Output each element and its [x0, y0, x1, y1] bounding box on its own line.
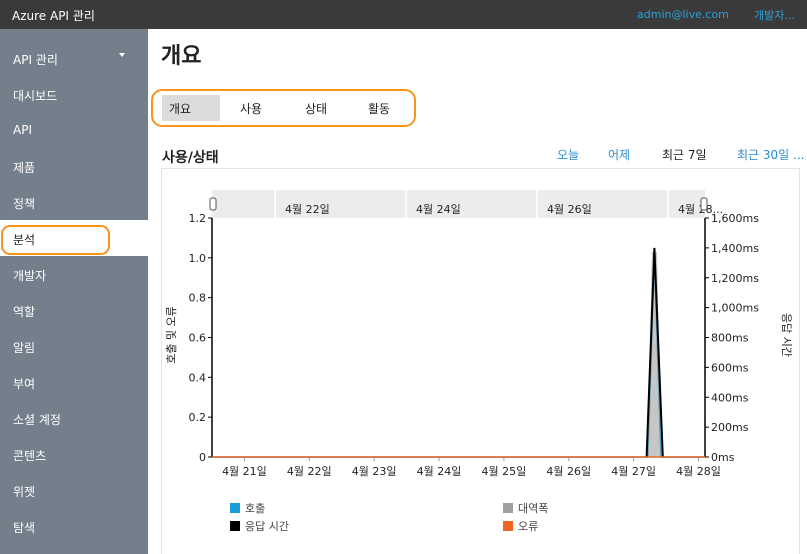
sidebar-item-dashboard[interactable]: 대시보드: [0, 76, 148, 112]
sidebar-item-widgets[interactable]: 위젯: [0, 472, 148, 508]
sidebar-item-policies[interactable]: 정책: [0, 184, 148, 220]
left-tick-label: 1.2: [189, 212, 207, 225]
sidebar-item-developers[interactable]: 개발자: [0, 256, 148, 292]
sidebar-item-label: 역할: [13, 303, 35, 320]
sidebar: API 관리 대시보드 API 제품 정책 분석 개발자 역할 알림 부여 소셜…: [0, 29, 148, 554]
x-tick-label: 4월 23일: [352, 464, 397, 478]
app-title: Azure API 관리: [12, 7, 95, 24]
legend-swatch: [503, 503, 513, 513]
left-tick-label: 0: [199, 451, 206, 464]
x-tick-label: 4월 24일: [417, 464, 462, 478]
sidebar-item-label: 콘텐츠: [13, 447, 46, 464]
right-tick-label: 600ms: [711, 361, 749, 374]
chevron-down-icon: [119, 53, 125, 57]
section-title: 사용/상태: [162, 147, 219, 167]
analytics-highlight-ring: [1, 225, 110, 255]
x-tick-label: 4월 21일: [222, 464, 267, 478]
left-tick-label: 0.8: [189, 292, 207, 305]
right-tick-label: 1,000ms: [711, 302, 759, 315]
right-tick-label: 800ms: [711, 332, 749, 345]
legend-label: 오류: [518, 518, 538, 534]
x-tick-label: 4월 25일: [482, 464, 527, 478]
right-tick-label: 0ms: [711, 451, 735, 464]
sidebar-item-grants[interactable]: 부여: [0, 364, 148, 400]
right-tick-label: 1,600ms: [711, 212, 759, 225]
developer-portal-link[interactable]: 개발자...: [754, 7, 795, 23]
usage-status-chart: 4월 22일 4월 24일 4월 26일 4월 28... 00.20.40.60.8…: [161, 185, 800, 485]
right-axis-title: 응답 시간: [780, 313, 793, 357]
right-tick-label: 400ms: [711, 391, 749, 404]
x-tick-label: 4월 27일: [611, 464, 656, 478]
left-tick-label: 0.6: [189, 332, 207, 345]
sidebar-item-api-management[interactable]: API 관리: [0, 40, 148, 76]
navigator-label: 4월 26일: [547, 202, 592, 216]
sidebar-item-label: 정책: [13, 195, 35, 212]
sidebar-item-label: 알림: [13, 339, 35, 356]
x-tick-label: 4월 22일: [287, 464, 332, 478]
left-axis-title: 호출 및 오류: [165, 306, 178, 364]
right-tick-label: 1,400ms: [711, 242, 759, 255]
sidebar-item-content[interactable]: 콘텐츠: [0, 436, 148, 472]
page-title: 개요: [161, 38, 201, 70]
sidebar-item-social-accounts[interactable]: 소셜 계정: [0, 400, 148, 436]
sidebar-item-label: 대시보드: [13, 87, 57, 104]
sidebar-item-roles[interactable]: 역할: [0, 292, 148, 328]
legend-label: 대역폭: [518, 500, 548, 516]
left-tick-label: 0.4: [189, 371, 207, 384]
sidebar-item-label: 제품: [13, 159, 35, 176]
x-tick-label: 4월 26일: [546, 464, 591, 478]
sidebar-item-notifications[interactable]: 알림: [0, 328, 148, 364]
left-tick-label: 1.0: [189, 252, 207, 265]
user-email-link[interactable]: admin@live.com: [637, 8, 729, 21]
sidebar-item-label: 소셜 계정: [13, 411, 61, 428]
sidebar-item-api[interactable]: API: [0, 112, 148, 148]
sidebar-item-label: 위젯: [13, 483, 35, 500]
legend-label: 호출: [245, 500, 265, 516]
navigator-right-handle[interactable]: [701, 198, 707, 210]
x-tick-label: 4월 28일: [676, 464, 721, 478]
legend-label: 응답 시간: [245, 518, 289, 534]
sidebar-item-label: API 관리: [13, 51, 58, 68]
sidebar-item-label: 개발자: [13, 267, 46, 284]
sidebar-item-label: 부여: [13, 375, 35, 392]
range-today-link[interactable]: 오늘: [557, 146, 579, 163]
legend-swatch: [230, 521, 240, 531]
sidebar-item-products[interactable]: 제품: [0, 148, 148, 184]
legend-swatch: [503, 521, 513, 531]
sidebar-item-label: 탐색: [13, 519, 35, 536]
navigator-left-handle[interactable]: [210, 198, 216, 210]
sidebar-item-label: API: [13, 123, 32, 137]
series-1a9ed9-line: [212, 258, 705, 457]
range-last-7-days[interactable]: 최근 7일: [662, 146, 707, 163]
left-tick-label: 0.2: [189, 411, 207, 424]
sidebar-item-navigation[interactable]: 탐색: [0, 508, 148, 544]
right-tick-label: 1,200ms: [711, 272, 759, 285]
tabs-highlight-ring: [151, 89, 416, 127]
top-bar: Azure API 관리 admin@live.com 개발자...: [0, 0, 807, 29]
range-yesterday-link[interactable]: 어제: [608, 146, 630, 163]
navigator-label: 4월 22일: [285, 202, 330, 216]
legend-swatch: [230, 503, 240, 513]
navigator-label: 4월 24일: [416, 202, 461, 216]
right-tick-label: 200ms: [711, 421, 749, 434]
range-last-30-days-link[interactable]: 최근 30일 ...: [737, 146, 804, 163]
